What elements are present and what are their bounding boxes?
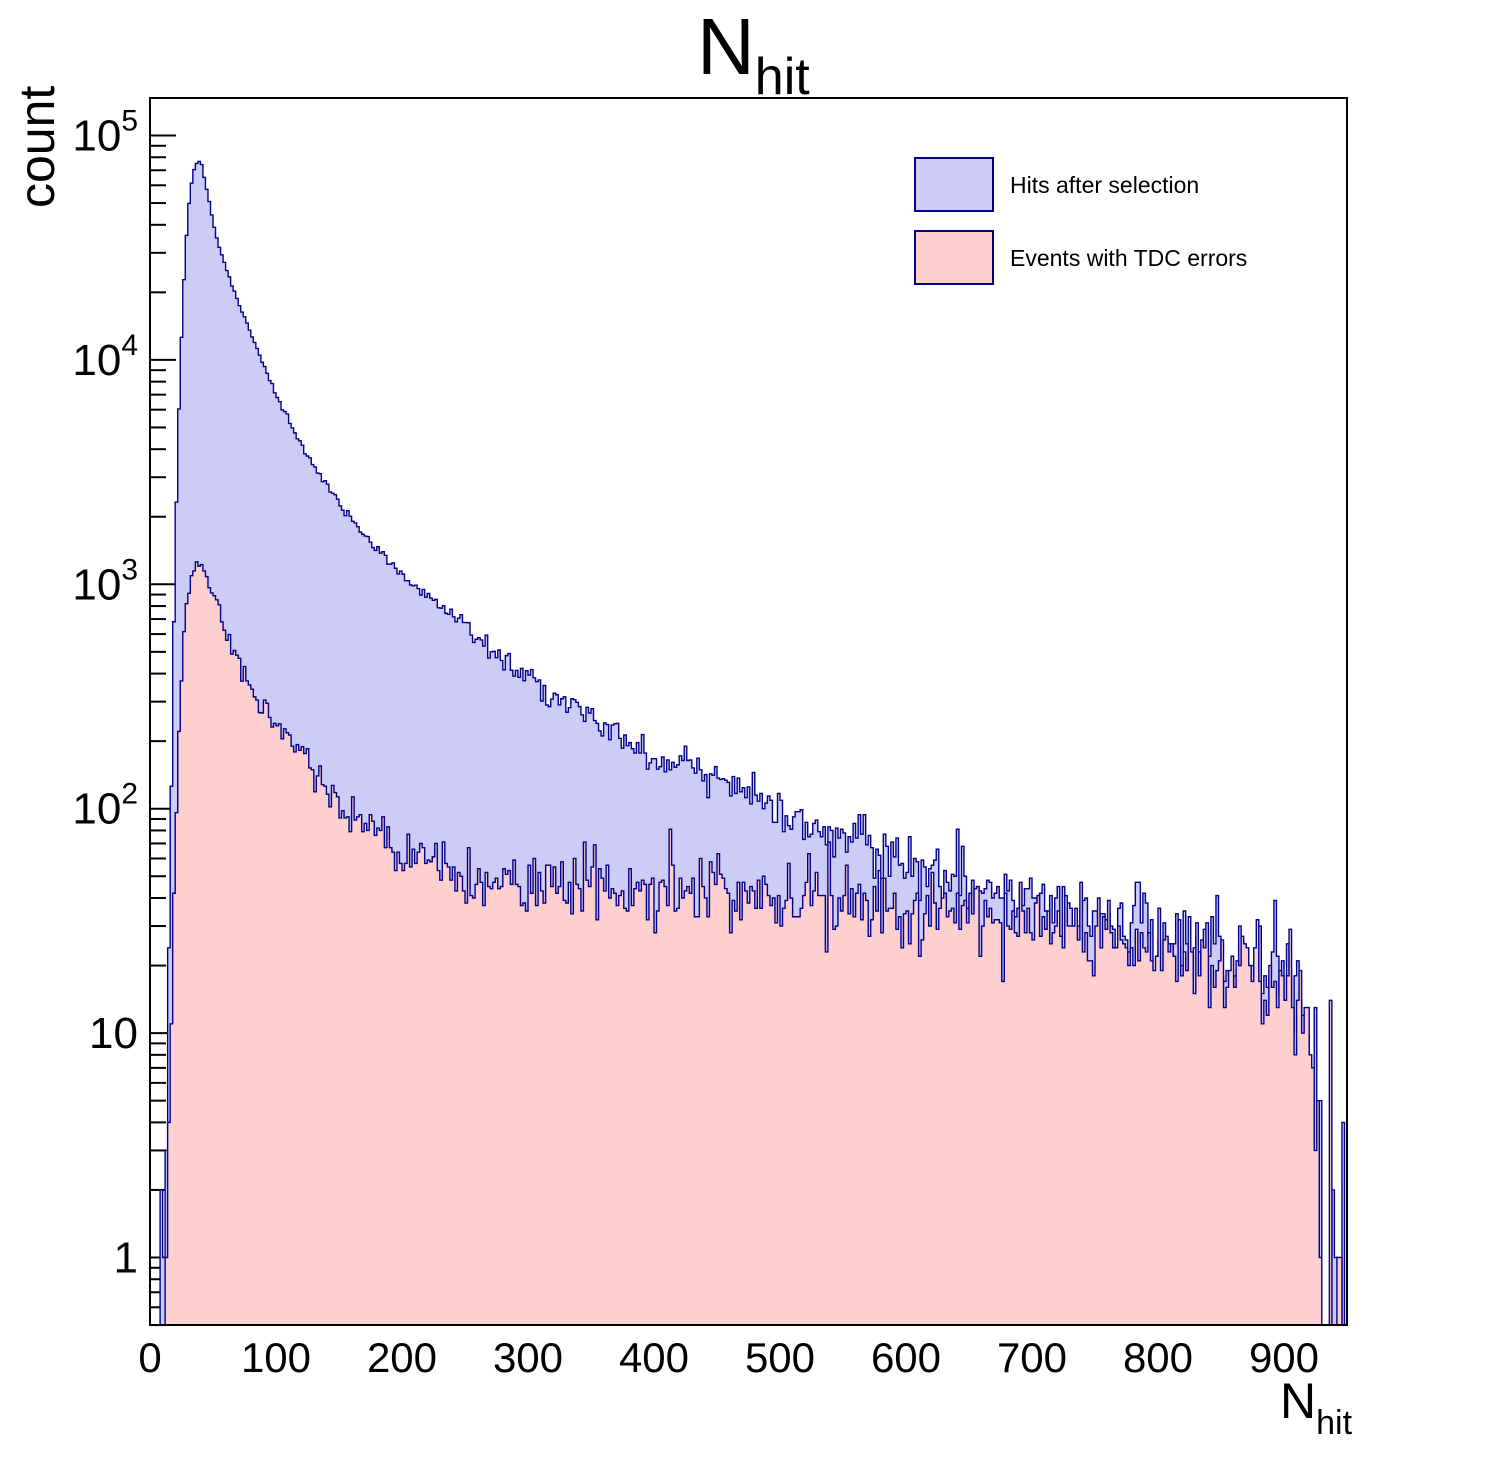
y-axis-labels: 1 10 102 103 104 105 xyxy=(72,105,138,1283)
x-tick-label-200: 200 xyxy=(367,1334,437,1381)
y-tick-label-1000: 103 xyxy=(72,553,138,609)
chart-title: Nhit xyxy=(697,2,810,106)
plot-frame xyxy=(149,97,1348,1326)
series-outline-hits-after-selection xyxy=(159,160,1346,1326)
legend-label-hits-after-selection: Hits after selection xyxy=(1010,172,1199,198)
x-tick-label-500: 500 xyxy=(745,1334,815,1381)
y-tick-label-100000: 105 xyxy=(72,105,138,161)
x-tick-label-800: 800 xyxy=(1123,1334,1193,1381)
y-tick-label-10: 10 xyxy=(89,1009,138,1058)
y-tick-label-100: 102 xyxy=(72,778,138,834)
histogram-series xyxy=(159,160,1346,1326)
series-fill-events-with-tdc-errors xyxy=(165,561,1342,1325)
x-axis-labels: 0 100 200 300 400 500 600 700 800 900 xyxy=(138,1334,1319,1381)
series-outline-events-with-tdc-errors xyxy=(164,561,1343,1326)
legend: Hits after selection Events with TDC err… xyxy=(914,157,1247,285)
x-tick-label-900: 900 xyxy=(1249,1334,1319,1381)
y-axis-ticks xyxy=(150,134,176,1327)
legend-swatch-events-with-tdc-errors xyxy=(914,230,994,285)
x-tick-label-100: 100 xyxy=(241,1334,311,1381)
y-tick-label-10000: 104 xyxy=(72,329,138,385)
x-axis-title: Nhit xyxy=(1280,1373,1353,1442)
legend-swatch-hits-after-selection xyxy=(914,157,994,212)
legend-label-events-with-tdc-errors: Events with TDC errors xyxy=(1010,245,1247,271)
x-tick-label-300: 300 xyxy=(493,1334,563,1381)
x-tick-label-0: 0 xyxy=(138,1334,161,1381)
y-axis-title: count xyxy=(9,86,65,208)
x-tick-label-600: 600 xyxy=(871,1334,941,1381)
x-tick-label-700: 700 xyxy=(997,1334,1067,1381)
y-tick-label-1: 1 xyxy=(114,1234,138,1283)
x-tick-label-400: 400 xyxy=(619,1334,689,1381)
